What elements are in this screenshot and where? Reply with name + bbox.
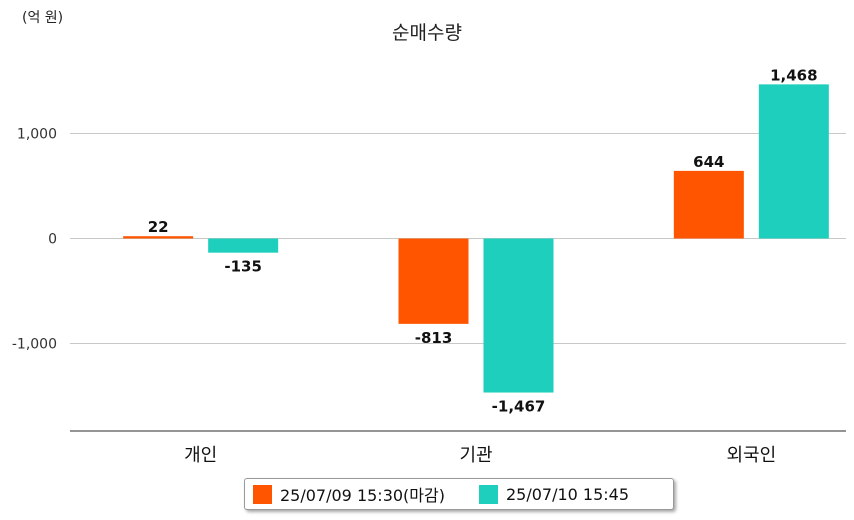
legend-swatch-series-1 <box>253 484 272 504</box>
legend-label-series-1: 25/07/09 15:30(마감) <box>280 486 445 505</box>
y-tick-label: -1,000 <box>12 337 57 353</box>
data-label: -1,467 <box>492 398 546 416</box>
bar-1 <box>123 236 194 239</box>
bar-2 <box>758 84 829 239</box>
bar-2 <box>208 238 279 253</box>
chart-title: 순매수량 <box>392 22 462 44</box>
data-label: -135 <box>224 258 262 276</box>
unit-label: (억 원) <box>22 10 64 26</box>
legend-label-series-2: 25/07/10 15:45 <box>505 484 630 504</box>
y-tick-label: 1,000 <box>17 127 57 143</box>
data-label: 22 <box>148 218 169 236</box>
data-label: 1,468 <box>770 66 817 84</box>
bar-2 <box>483 238 554 393</box>
bar-1 <box>673 170 744 239</box>
x-category-label: 외국인 <box>726 445 776 466</box>
data-label: -813 <box>415 329 453 347</box>
x-category-label: 기관 <box>459 445 492 466</box>
legend: 25/07/09 15:30(마감) 25/07/10 15:45 <box>244 478 674 510</box>
data-label: 644 <box>693 153 724 171</box>
bar-1 <box>398 238 469 324</box>
y-tick-label: 0 <box>48 232 57 248</box>
legend-item-series-1[interactable]: 25/07/09 15:30(마감) <box>253 482 445 506</box>
x-category-label: 개인 <box>184 445 217 466</box>
legend-item-series-2[interactable]: 25/07/10 15:45 <box>478 484 630 504</box>
legend-swatch-series-2 <box>478 484 498 504</box>
